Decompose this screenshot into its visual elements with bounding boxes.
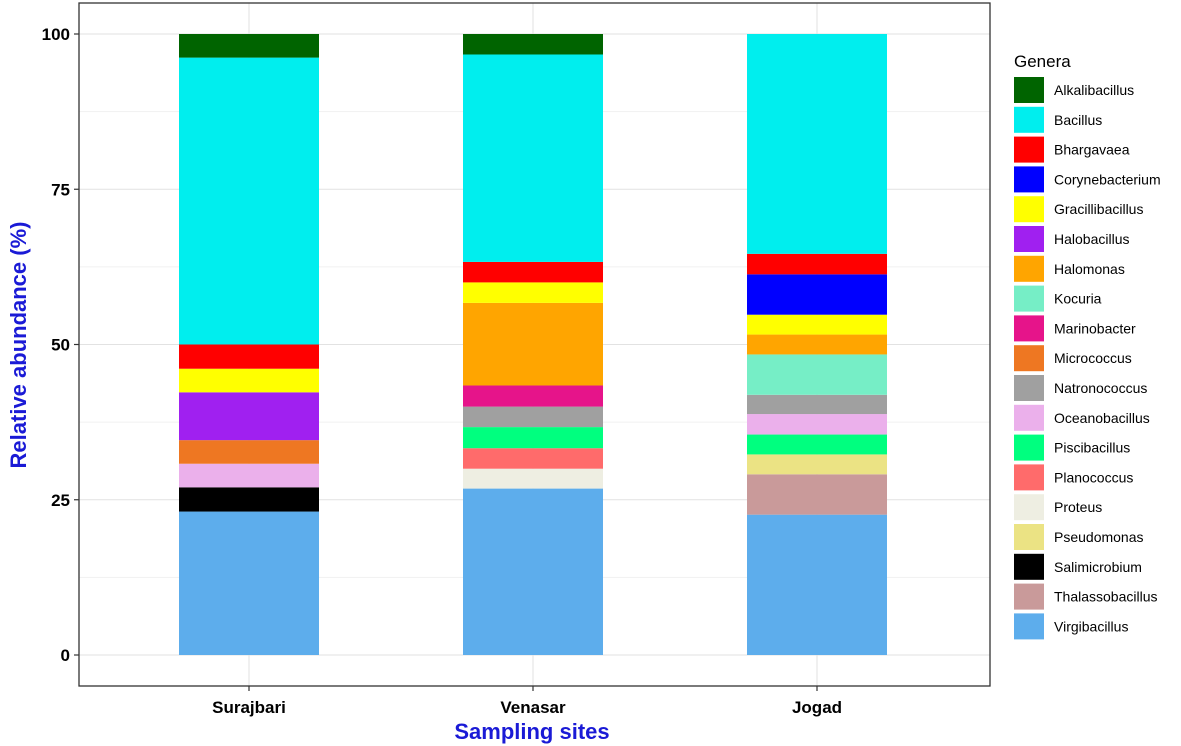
legend-swatch-alkalibacillus	[1014, 77, 1044, 103]
bar-segment-virgibacillus-jogad	[747, 514, 887, 655]
bar-segment-gracillibacillus-venasar	[463, 282, 603, 303]
legend-label-gracillibacillus: Gracillibacillus	[1054, 201, 1143, 217]
legend-swatch-salimicrobium	[1014, 553, 1044, 580]
legend-swatch-proteus	[1014, 494, 1044, 521]
legend-swatch-marinobacter	[1014, 315, 1044, 342]
bar-segment-marinobacter-venasar	[463, 385, 603, 407]
legend-items: Alkalibacillus Bacillus Bhargavaea Coryneba…	[1014, 77, 1161, 640]
bar-segment-salimicrobium-surajbari	[179, 487, 319, 512]
legend-swatch-pseudomonas	[1014, 524, 1044, 550]
bar-segment-halomonas-venasar	[463, 302, 603, 386]
legend-swatch-halobacillus	[1014, 226, 1044, 252]
y-tick-label: 50	[51, 336, 70, 355]
bar-segment-virgibacillus-surajbari	[179, 511, 319, 655]
bar-segment-oceanobacillus-surajbari	[179, 463, 319, 488]
legend-swatch-virgibacillus	[1014, 613, 1044, 640]
bar-segment-alkalibacillus-venasar	[463, 34, 603, 55]
y-tick-label: 75	[51, 180, 70, 199]
legend-swatch-kocuria	[1014, 285, 1044, 312]
bar-segment-virgibacillus-venasar	[463, 488, 603, 655]
legend-label-oceanobacillus: Oceanobacillus	[1054, 410, 1150, 426]
bar-segment-pseudomonas-jogad	[747, 454, 887, 475]
bar-segment-kocuria-jogad	[747, 354, 887, 395]
legend-swatch-halomonas	[1014, 255, 1044, 282]
legend-swatch-thalassobacillus	[1014, 583, 1044, 610]
legend-label-halobacillus: Halobacillus	[1054, 231, 1129, 247]
bar-segment-gracillibacillus-jogad	[747, 314, 887, 335]
legend-swatch-oceanobacillus	[1014, 404, 1044, 431]
y-tick-label: 25	[51, 491, 70, 510]
legend-label-micrococcus: Micrococcus	[1054, 350, 1132, 366]
legend-swatch-piscibacillus	[1014, 434, 1044, 461]
bar-segment-halomonas-jogad	[747, 334, 887, 355]
legend-label-thalassobacillus: Thalassobacillus	[1054, 589, 1158, 605]
x-axis-title: Sampling sites	[454, 719, 609, 744]
legend-swatch-gracillibacillus	[1014, 196, 1044, 223]
bar-segment-proteus-venasar	[463, 468, 603, 489]
legend-label-salimicrobium: Salimicrobium	[1054, 559, 1142, 575]
legend-label-planococcus: Planococcus	[1054, 469, 1133, 485]
legend-label-bhargavaea: Bhargavaea	[1054, 142, 1130, 158]
x-tick-label: Surajbari	[212, 698, 286, 717]
y-tick-label: 0	[61, 646, 70, 665]
bar-segment-thalassobacillus-jogad	[747, 474, 887, 515]
bar-segment-halobacillus-surajbari	[179, 392, 319, 441]
legend-label-kocuria: Kocuria	[1054, 291, 1102, 307]
y-axis-title: Relative abundance (%)	[6, 222, 31, 469]
bar-segment-planococcus-venasar	[463, 448, 603, 469]
legend-title: Genera	[1014, 52, 1071, 71]
bar-segment-bhargavaea-jogad	[747, 253, 887, 275]
legend-label-bacillus: Bacillus	[1054, 112, 1102, 128]
bar-segment-natronococcus-venasar	[463, 406, 603, 428]
y-axis: 0 25 50 75 100	[42, 25, 79, 665]
y-tick-label: 100	[42, 25, 70, 44]
bar-segment-bhargavaea-venasar	[463, 261, 603, 283]
bar-segment-bacillus-venasar	[463, 54, 603, 262]
legend: Genera Alkalibacillus Bacillus Bhargavaea C…	[1014, 52, 1161, 640]
bars-group	[179, 34, 887, 655]
legend-label-natronococcus: Natronococcus	[1054, 380, 1147, 396]
legend-label-piscibacillus: Piscibacillus	[1054, 440, 1130, 456]
legend-swatch-corynebacterium	[1014, 166, 1044, 193]
x-tick-label: Venasar	[500, 698, 566, 717]
bar-segment-bacillus-jogad	[747, 34, 887, 254]
bar-segment-oceanobacillus-jogad	[747, 414, 887, 435]
legend-label-halomonas: Halomonas	[1054, 261, 1125, 277]
legend-swatch-micrococcus	[1014, 345, 1044, 372]
bar-segment-micrococcus-surajbari	[179, 440, 319, 464]
x-axis: Surajbari Venasar Jogad	[212, 686, 842, 717]
legend-swatch-natronococcus	[1014, 375, 1044, 401]
legend-label-marinobacter: Marinobacter	[1054, 320, 1136, 336]
x-tick-label: Jogad	[792, 698, 842, 717]
bar-segment-alkalibacillus-surajbari	[179, 34, 319, 58]
bar-segment-gracillibacillus-surajbari	[179, 368, 319, 393]
legend-label-alkalibacillus: Alkalibacillus	[1054, 82, 1134, 98]
legend-label-corynebacterium: Corynebacterium	[1054, 171, 1161, 187]
legend-swatch-bacillus	[1014, 106, 1044, 133]
legend-label-virgibacillus: Virgibacillus	[1054, 618, 1128, 634]
bar-segment-piscibacillus-venasar	[463, 427, 603, 449]
legend-swatch-bhargavaea	[1014, 136, 1044, 163]
bar-segment-piscibacillus-jogad	[747, 434, 887, 455]
bar-segment-natronococcus-jogad	[747, 394, 887, 415]
bar-segment-corynebacterium-jogad	[747, 274, 887, 315]
legend-swatch-planococcus	[1014, 464, 1044, 491]
bar-segment-bhargavaea-surajbari	[179, 344, 319, 369]
bar-segment-bacillus-surajbari	[179, 57, 319, 345]
legend-label-pseudomonas: Pseudomonas	[1054, 529, 1144, 545]
legend-label-proteus: Proteus	[1054, 499, 1102, 515]
